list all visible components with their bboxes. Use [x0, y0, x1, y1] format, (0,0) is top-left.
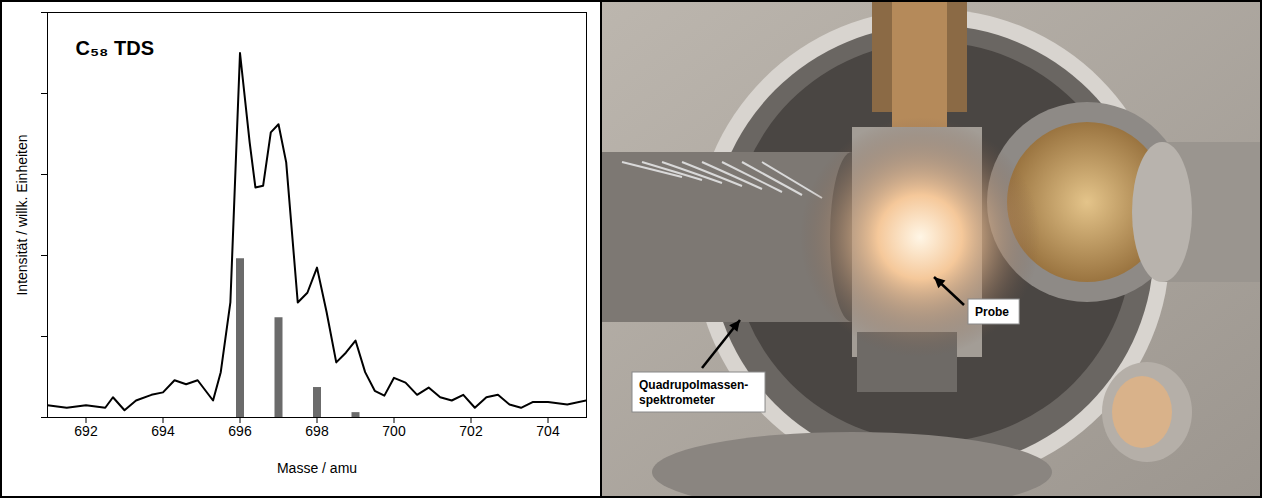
svg-text:704: 704 — [536, 423, 560, 439]
svg-text:692: 692 — [74, 423, 98, 439]
svg-text:C₅₈ TDS: C₅₈ TDS — [76, 37, 155, 59]
svg-text:Masse / amu: Masse / amu — [277, 460, 357, 476]
svg-text:Probe: Probe — [975, 305, 1009, 319]
svg-text:698: 698 — [305, 423, 329, 439]
svg-text:Quadrupolmassen-spektrometer: Quadrupolmassen-spektrometer — [639, 378, 748, 407]
svg-text:700: 700 — [382, 423, 406, 439]
svg-text:694: 694 — [151, 423, 175, 439]
svg-text:Intensität / willk. Einheiten: Intensität / willk. Einheiten — [14, 134, 30, 295]
svg-text:702: 702 — [459, 423, 483, 439]
svg-text:696: 696 — [228, 423, 252, 439]
